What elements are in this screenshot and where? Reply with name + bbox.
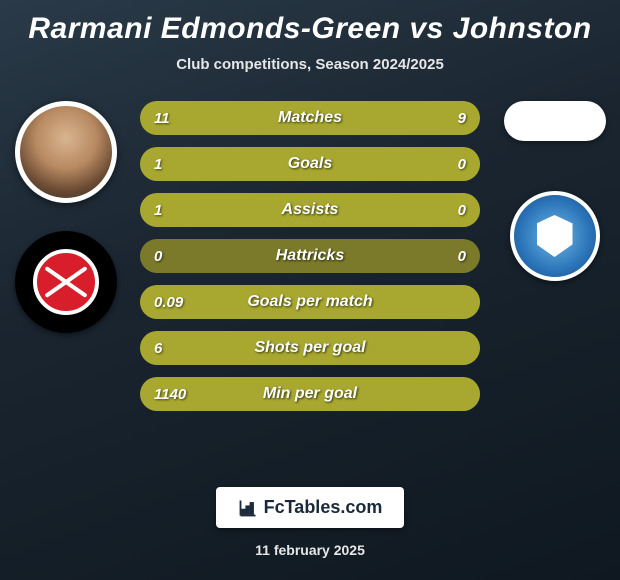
stat-label: Shots per goal bbox=[140, 339, 480, 357]
page-title: Rarmani Edmonds-Green vs Johnston bbox=[28, 12, 591, 46]
content-wrapper: Rarmani Edmonds-Green vs Johnston Club c… bbox=[0, 0, 620, 580]
chart-icon bbox=[238, 498, 258, 518]
stat-value-right: 0 bbox=[426, 156, 466, 173]
stat-row: 11Matches9 bbox=[140, 101, 480, 135]
stat-row: 1140Min per goal bbox=[140, 377, 480, 411]
brand-text: FcTables.com bbox=[264, 497, 383, 518]
left-player-column bbox=[8, 101, 123, 333]
stat-row: 0.09Goals per match bbox=[140, 285, 480, 319]
page-subtitle: Club competitions, Season 2024/2025 bbox=[176, 56, 444, 73]
right-player-photo-placeholder bbox=[504, 101, 606, 141]
left-player-photo bbox=[15, 101, 117, 203]
stats-list: 11Matches9 1Goals0 1Assists0 0Hattricks0 0.0… bbox=[140, 101, 480, 411]
stat-value-right: 9 bbox=[426, 110, 466, 127]
stat-label: Goals per match bbox=[140, 293, 480, 311]
stat-value-right: 0 bbox=[426, 248, 466, 265]
brand-box: FcTables.com bbox=[216, 487, 405, 528]
stat-row: 1Goals0 bbox=[140, 147, 480, 181]
right-club-badge bbox=[510, 191, 600, 281]
left-club-badge-inner bbox=[33, 249, 99, 315]
stat-row: 0Hattricks0 bbox=[140, 239, 480, 273]
shield-icon bbox=[537, 215, 573, 257]
stat-row: 6Shots per goal bbox=[140, 331, 480, 365]
stat-label: Min per goal bbox=[140, 385, 480, 403]
stat-row: 1Assists0 bbox=[140, 193, 480, 227]
left-club-badge bbox=[15, 231, 117, 333]
stat-value-right: 0 bbox=[426, 202, 466, 219]
footer: FcTables.com bbox=[0, 487, 620, 528]
date-label: 11 february 2025 bbox=[0, 542, 620, 558]
right-player-column bbox=[497, 101, 612, 281]
